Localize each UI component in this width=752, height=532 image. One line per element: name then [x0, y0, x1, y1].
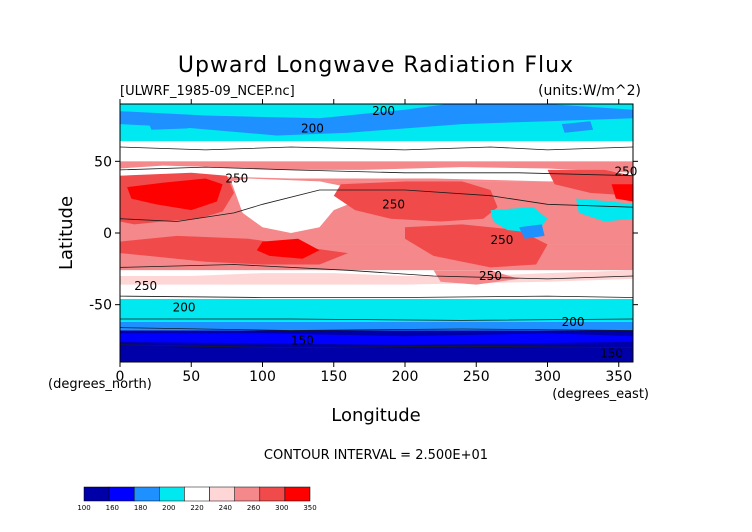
- contour-line: [120, 295, 633, 298]
- contour-label: 250: [382, 197, 405, 211]
- chart-title: Upward Longwave Radiation Flux: [178, 53, 574, 78]
- field-region: [547, 169, 633, 196]
- x-tick-label: 200: [392, 369, 419, 385]
- field-region: [127, 178, 223, 211]
- colorbar-label: 220: [190, 504, 203, 512]
- field-region: [348, 112, 505, 125]
- colorbar-label: 100: [77, 504, 90, 512]
- colorbar-label: 200: [162, 504, 175, 512]
- field-region: [333, 181, 498, 222]
- colorbar-swatch: [108, 486, 135, 502]
- colorbar-swatch: [83, 486, 110, 502]
- field-region: [231, 178, 363, 233]
- contour-label: 150: [600, 346, 623, 360]
- field-region: [148, 119, 189, 130]
- field-region: [256, 238, 320, 259]
- colorbar-swatch: [133, 486, 160, 502]
- colorbar-swatch: [259, 486, 286, 502]
- x-axis: 0 50 100 150 200 250 300 350: [116, 99, 632, 385]
- field-region: [405, 224, 548, 268]
- contour-line: [120, 166, 633, 177]
- field-band: [120, 321, 633, 331]
- colorbar-label: 240: [219, 504, 232, 512]
- contour-label: 250: [614, 164, 637, 178]
- contour-labels: 200 200 250 250 250 250 250 250 200 200 150 150: [134, 104, 637, 360]
- contour-label: 200: [562, 315, 585, 329]
- colorbar-swatch: [184, 486, 210, 502]
- contour-label: 250: [479, 269, 502, 283]
- contour-label: 200: [372, 104, 395, 118]
- field-region: [611, 184, 633, 202]
- y-tick-label: -50: [89, 298, 112, 314]
- x-tick-label: 100: [249, 369, 276, 385]
- field-region: [120, 298, 633, 308]
- x-tick-label: 350: [605, 369, 632, 385]
- colorbar-label: 180: [134, 504, 147, 512]
- y-tick-label: 50: [94, 154, 112, 170]
- field-region: [120, 270, 633, 285]
- colorbar-swatch: [234, 486, 261, 502]
- x-axis-label: Longitude: [331, 405, 421, 426]
- colorbar-label: 160: [106, 504, 119, 512]
- y-unit-label: (degrees_north): [48, 377, 152, 392]
- contour-label: 250: [134, 279, 157, 293]
- contour-line: [120, 264, 633, 280]
- x-tick-label: 250: [463, 369, 490, 385]
- contour-label: 200: [301, 121, 324, 135]
- y-axis: -50 0 50: [89, 154, 638, 314]
- y-axis-label: Latitude: [56, 196, 77, 270]
- x-tick-label: 300: [534, 369, 561, 385]
- colorbar-label: 350: [303, 504, 316, 512]
- x-tick-label: 0: [116, 369, 125, 385]
- contour-line: [120, 318, 633, 321]
- contour-label: 200: [173, 301, 196, 315]
- x-tick-label: 150: [320, 369, 347, 385]
- y-tick-label: 0: [103, 226, 112, 242]
- colorbar: 100 160 180 200 220 240 260 300 350: [77, 486, 317, 512]
- heatmap-field: [120, 104, 633, 362]
- field-region: [561, 121, 594, 133]
- field-band: [120, 141, 633, 162]
- field-region: [576, 198, 633, 222]
- contour-label: 250: [225, 172, 248, 186]
- contour-label: 150: [291, 334, 314, 348]
- contour-line: [120, 189, 633, 222]
- field-region: [519, 224, 545, 239]
- colorbar-swatch: [284, 486, 311, 502]
- contour-line: [120, 344, 633, 349]
- field-region: [120, 333, 633, 345]
- contour-label: 250: [490, 233, 513, 247]
- units-label: (units:W/m^2): [538, 83, 641, 99]
- x-tick-label: 50: [182, 369, 200, 385]
- field-band: [120, 104, 633, 116]
- colorbar-swatch: [209, 486, 235, 502]
- contour-line: [120, 146, 633, 151]
- field-region: [120, 165, 633, 182]
- file-label: [ULWRF_1985-09_NCEP.nc]: [120, 84, 295, 99]
- colorbar-swatch: [159, 486, 185, 502]
- contour-interval-note: CONTOUR INTERVAL = 2.500E+01: [264, 448, 488, 463]
- contour-lines: [120, 146, 633, 349]
- x-unit-label: (degrees_east): [552, 387, 649, 402]
- contour-line: [120, 327, 633, 331]
- colorbar-label: 300: [275, 504, 288, 512]
- colorbar-label: 260: [247, 504, 260, 512]
